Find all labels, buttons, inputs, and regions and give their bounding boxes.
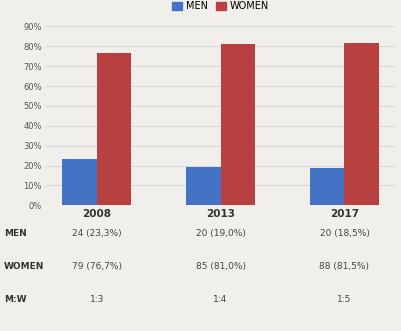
- Text: 79 (76,7%): 79 (76,7%): [72, 262, 122, 271]
- Bar: [62, 159, 97, 205]
- Text: 24 (23,3%): 24 (23,3%): [72, 229, 122, 238]
- Bar: [186, 167, 221, 205]
- Text: 85 (81,0%): 85 (81,0%): [196, 262, 245, 271]
- Bar: [344, 43, 379, 205]
- Text: 20 (18,5%): 20 (18,5%): [320, 229, 369, 238]
- Bar: [221, 44, 255, 205]
- Text: 1:5: 1:5: [337, 295, 352, 304]
- Text: 88 (81,5%): 88 (81,5%): [320, 262, 369, 271]
- Bar: [97, 53, 132, 205]
- Bar: [310, 168, 344, 205]
- Text: 1:3: 1:3: [89, 295, 104, 304]
- Text: 20 (19,0%): 20 (19,0%): [196, 229, 245, 238]
- Text: M:W: M:W: [4, 295, 26, 304]
- Text: MEN: MEN: [4, 229, 27, 238]
- Text: WOMEN: WOMEN: [4, 262, 45, 271]
- Text: 1:4: 1:4: [213, 295, 228, 304]
- Legend: MEN, WOMEN: MEN, WOMEN: [172, 1, 269, 11]
